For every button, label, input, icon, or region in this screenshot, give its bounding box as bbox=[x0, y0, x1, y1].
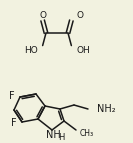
Text: CH₃: CH₃ bbox=[80, 129, 94, 138]
Text: NH₂: NH₂ bbox=[97, 104, 116, 114]
Text: HO: HO bbox=[24, 46, 38, 55]
Text: O: O bbox=[76, 11, 83, 20]
Text: H: H bbox=[58, 133, 64, 142]
Text: F: F bbox=[11, 118, 17, 128]
Text: OH: OH bbox=[76, 46, 90, 55]
Text: NH: NH bbox=[46, 130, 60, 140]
Text: O: O bbox=[39, 11, 46, 20]
Text: F: F bbox=[9, 91, 15, 101]
